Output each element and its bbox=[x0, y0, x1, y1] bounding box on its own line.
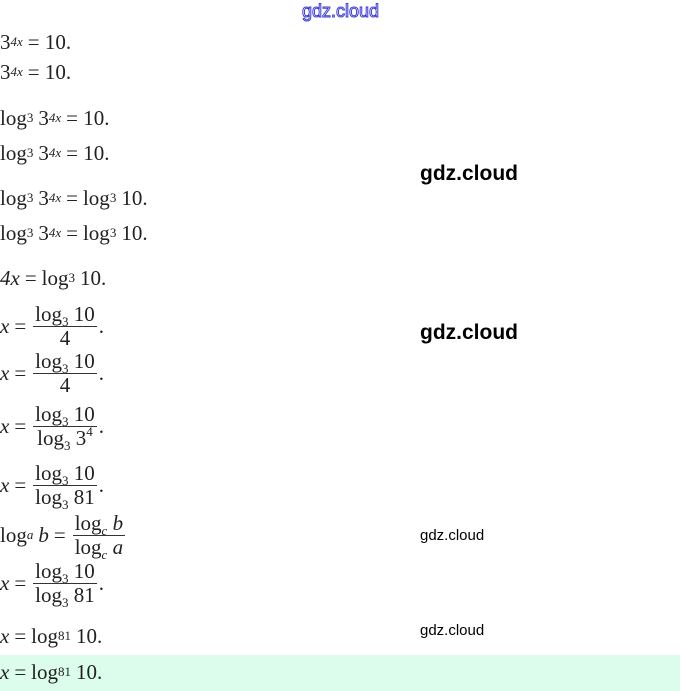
equation-8: x = log3 10 4. bbox=[0, 301, 105, 350]
equation-5: log 3 3 4x = log 3 10. bbox=[0, 185, 148, 210]
equation-10: x = log3 10 log3 34. bbox=[0, 401, 105, 453]
equation-12: x = log3 10 log3 81. bbox=[0, 558, 105, 610]
equation-7: 4x = log 3 10. bbox=[0, 265, 107, 290]
watermark: gdz.cloud bbox=[420, 321, 518, 344]
answer-highlight bbox=[0, 655, 680, 691]
equation-6: log 3 3 4x = log 3 10. bbox=[0, 220, 148, 245]
watermark-top: gdz.cloud bbox=[301, 1, 380, 22]
equation-13: x = log 81 10. bbox=[0, 623, 103, 648]
equation-2: 3 4x = 10. bbox=[0, 59, 72, 84]
equation-1: 3 4x = 10. bbox=[0, 29, 72, 54]
equation-3: log 3 3 4x = 10. bbox=[0, 105, 110, 130]
final-answer: x = log 81 10. bbox=[0, 659, 103, 684]
watermark: gdz.cloud bbox=[420, 162, 518, 185]
equation-9: x = log3 10 4. bbox=[0, 348, 105, 397]
equation-11: x = log3 10 log3 81. bbox=[0, 460, 105, 512]
watermark: gdz.cloud bbox=[420, 527, 485, 544]
equation-4: log 3 3 4x = 10. bbox=[0, 140, 110, 165]
change-of-base-formula: log a b = logc b logc a bbox=[0, 510, 126, 562]
watermark: gdz.cloud bbox=[420, 622, 485, 639]
